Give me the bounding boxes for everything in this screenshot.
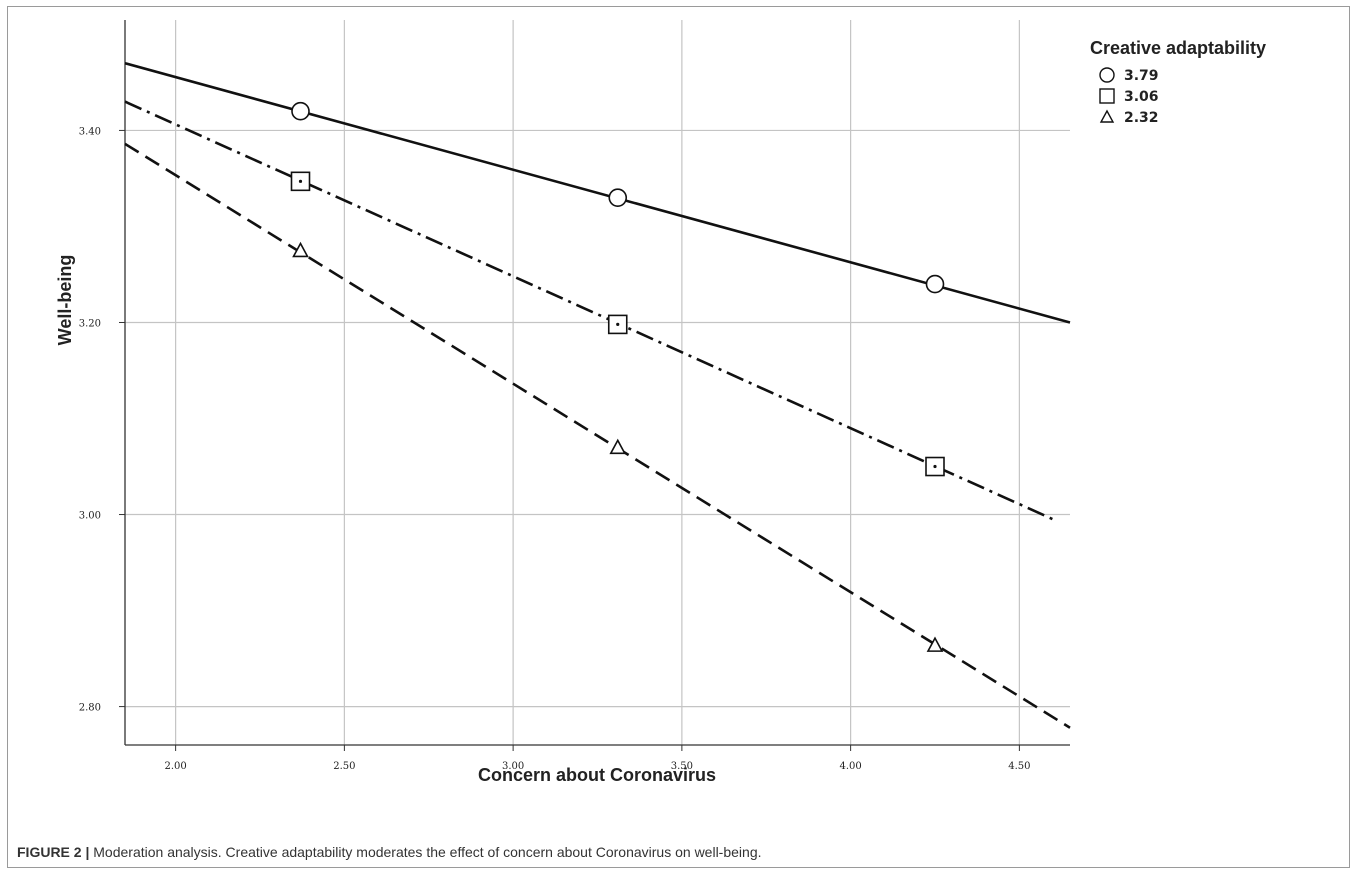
- series-line-triangle: [124, 142, 1071, 729]
- grid-lines: [125, 20, 1070, 745]
- legend-title: Creative adaptability: [1090, 38, 1266, 58]
- data-point-square-dot: [933, 464, 937, 469]
- data-point-triangle: [292, 241, 309, 258]
- x-axis-title: Concern about Coronavirus: [478, 765, 716, 785]
- x-tick-label: 4.50: [1008, 761, 1030, 772]
- series-lines: [124, 61, 1071, 729]
- legend-item: 3.79: [1099, 67, 1159, 84]
- data-point-square-dot: [298, 179, 303, 183]
- legend-item: 3.06: [1099, 88, 1159, 105]
- figure-label: FIGURE 2 |: [17, 844, 90, 860]
- legend-label: 3.79: [1124, 68, 1159, 84]
- series-line-circle: [124, 61, 1071, 324]
- legend-square-icon: [1099, 88, 1115, 104]
- x-tick-label: 2.00: [164, 761, 186, 772]
- tick-labels: 2.00 2.50 3.00 3.50 4.00 4.50 2.80 3.00 3.20 3.40: [79, 126, 1031, 772]
- legend: Creative adaptability 3.79 3.06 2.32: [1090, 38, 1266, 126]
- series-triangle: [124, 142, 1071, 729]
- x-tick-label: 2.50: [333, 761, 355, 772]
- x-tick-label: 3.50: [671, 761, 693, 772]
- series-line-square: [124, 100, 1054, 521]
- legend-item: 2.32: [1099, 109, 1159, 126]
- y-tick-label: 3.40: [79, 126, 101, 137]
- data-point-triangle: [609, 438, 627, 455]
- y-tick-label: 3.20: [79, 318, 101, 329]
- data-point-circle: [291, 101, 310, 121]
- data-point-circle: [925, 274, 945, 294]
- figure-caption: FIGURE 2 | Moderation analysis. Creative…: [17, 844, 1337, 860]
- series-square: [124, 100, 1054, 521]
- data-point-circle: [608, 188, 628, 207]
- x-tick-label: 4.00: [839, 761, 861, 772]
- y-tick-label: 2.80: [79, 703, 101, 714]
- series-circle: [124, 61, 1071, 324]
- legend-circle-icon: [1099, 67, 1115, 83]
- y-axis-title: Well-being: [55, 255, 75, 346]
- figure-caption-text: Moderation analysis. Creative adaptabili…: [89, 844, 762, 860]
- x-tick-label: 3.00: [502, 761, 524, 772]
- legend-triangle-icon: [1099, 109, 1115, 123]
- data-point-square-dot: [616, 322, 620, 327]
- axes: [119, 20, 1070, 751]
- legend-label: 3.06: [1124, 89, 1159, 105]
- data-point-triangle: [926, 636, 944, 652]
- legend-label: 2.32: [1124, 110, 1159, 126]
- y-tick-label: 3.00: [79, 511, 101, 522]
